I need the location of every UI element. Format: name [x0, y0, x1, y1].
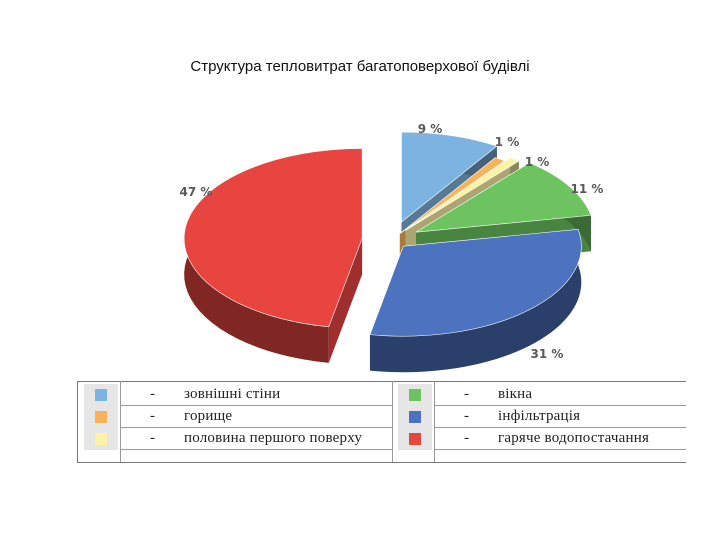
legend-row-separator — [120, 449, 392, 450]
legend-row-separator — [434, 449, 686, 450]
legend-dash: - — [150, 430, 155, 446]
legend-row-separator — [434, 405, 686, 406]
legend-label: гаряче водопостачання — [498, 430, 650, 446]
legend-divider — [434, 381, 435, 462]
legend-swatch-cell — [84, 406, 118, 428]
pie-slice-top — [369, 229, 582, 337]
legend-label: половина першого поверху — [184, 430, 363, 446]
legend-swatch — [409, 389, 421, 401]
chart-title: Структура тепловитрат багатоповерхової б… — [190, 58, 530, 75]
pie-slice-top — [401, 131, 498, 223]
pie-slice-top — [405, 157, 520, 231]
legend-item: - гаряче водопостачання — [392, 428, 692, 450]
pie-slice-rim — [369, 229, 582, 373]
slice-value-label: 1 % — [495, 135, 520, 149]
legend-swatch — [95, 433, 107, 445]
legend-item: - вікна — [392, 384, 692, 406]
legend-swatch — [95, 411, 107, 423]
slice-value-label: 1 % — [525, 155, 550, 169]
legend-row-separator — [434, 427, 686, 428]
legend-swatch-cell — [84, 384, 118, 406]
legend-label: зовнішні стіни — [184, 386, 281, 402]
pie-slice-top — [415, 162, 592, 233]
legend-label: горище — [184, 408, 233, 424]
pie-slice-top — [183, 148, 363, 328]
legend-item: - зовнішні стіни — [78, 384, 378, 406]
legend-row-separator — [120, 427, 392, 428]
slice-value-label: 31 % — [531, 347, 564, 361]
pie-slice-5 — [183, 148, 363, 363]
legend-dash: - — [464, 430, 469, 446]
slice-value-label: 9 % — [418, 122, 443, 136]
legend-swatch-cell — [398, 384, 432, 406]
chart-legend: - зовнішні стіни - горище - половина першого … — [77, 381, 686, 463]
legend-label: інфільтрація — [498, 408, 581, 424]
legend-swatch — [409, 433, 421, 445]
pie-slice-4 — [369, 229, 582, 373]
legend-swatch — [409, 411, 421, 423]
legend-dash: - — [464, 408, 469, 424]
legend-swatch-cell — [398, 406, 432, 428]
legend-swatch-cell — [84, 428, 118, 450]
pie-slice-top — [399, 157, 506, 234]
legend-dash: - — [464, 386, 469, 402]
legend-divider — [120, 381, 121, 462]
legend-item: - горище — [78, 406, 378, 428]
legend-swatch — [95, 389, 107, 401]
pie-chart: 9 % 1 % 1 % 11 % 31 % 47 % — [180, 122, 604, 373]
legend-item: - інфільтрація — [392, 406, 692, 428]
legend-dash: - — [150, 408, 155, 424]
legend-item: - половина першого поверху — [78, 428, 378, 450]
legend-label: вікна — [498, 386, 533, 402]
legend-swatch-cell — [398, 428, 432, 450]
legend-divider — [392, 381, 393, 462]
legend-row-separator — [120, 405, 392, 406]
slice-value-label: 47 % — [180, 185, 213, 199]
legend-dash: - — [150, 386, 155, 402]
slice-value-label: 11 % — [571, 182, 604, 196]
pie-slice-wall — [328, 238, 363, 363]
